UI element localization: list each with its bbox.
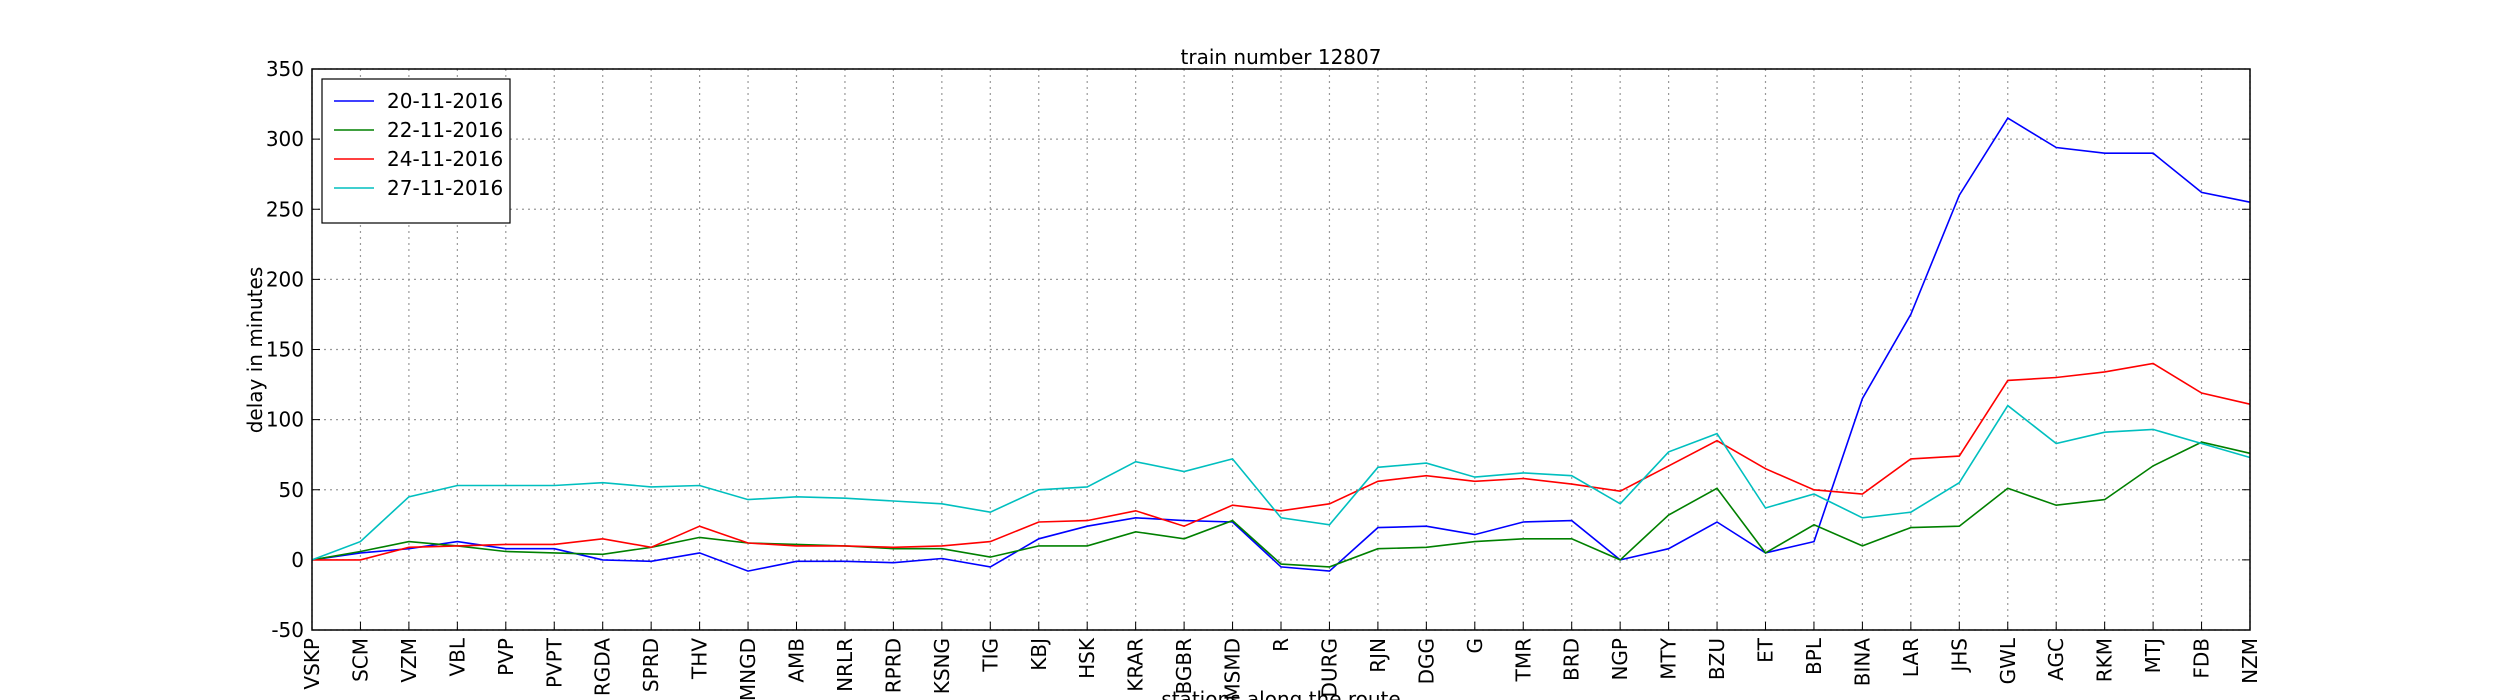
series-line (311, 404, 2251, 561)
x-tick-label: JHS (1947, 638, 1971, 674)
x-tick-label: RKM (2093, 638, 2117, 682)
x-tick-label: G (1463, 638, 1487, 654)
plot-frame (311, 68, 2251, 631)
x-tick-label: MNGD (736, 638, 760, 700)
x-tick-label: FDB (2190, 638, 2214, 679)
x-tick-label: DURG (1317, 638, 1341, 697)
x-tick-label: RGDA (591, 638, 615, 696)
legend-label: 27-11-2016 (387, 176, 503, 200)
x-tick-label: ET (1754, 637, 1778, 663)
x-tick-label: KSNG (930, 638, 954, 694)
x-tick-label: R (1269, 638, 1293, 652)
x-tick-label: SCM (348, 638, 372, 682)
y-axis-label: delay in minutes (243, 267, 267, 434)
legend-box (321, 78, 511, 224)
x-tick-label: PVPT (542, 637, 566, 688)
x-tick-label: VBL (445, 637, 469, 676)
x-tick-label: GWL (1996, 637, 2020, 684)
x-tick-label: DGG (1414, 638, 1438, 684)
x-tick-label: THV (688, 638, 712, 680)
chart-title: train number 12807 (1181, 45, 1382, 69)
x-tick-label: RPRD (881, 638, 905, 693)
x-tick-label: HSK (1075, 637, 1099, 679)
y-tick-label: 250 (266, 197, 304, 221)
x-tick-label: MTJ (2141, 638, 2165, 673)
y-tick-label: 100 (266, 408, 304, 432)
x-tick-label: SPRD (639, 638, 663, 692)
x-tick-label: LAR (1899, 638, 1923, 677)
x-tick-label: AMB (785, 638, 809, 683)
legend-label: 20-11-2016 (387, 89, 503, 113)
legend-label: 22-11-2016 (387, 118, 503, 142)
series-line (311, 117, 2251, 572)
y-tick-label: 350 (266, 57, 304, 81)
x-tick-label: KBJ (1027, 638, 1051, 671)
x-tick-label: RJN (1366, 638, 1390, 673)
y-tick-label: 0 (291, 548, 304, 572)
y-tick-label: 200 (266, 267, 304, 291)
x-tick-label: BZU (1705, 638, 1729, 680)
legend-label: 24-11-2016 (387, 147, 503, 171)
y-tick-label: 300 (266, 127, 304, 151)
x-tick-label: KRAR (1124, 638, 1148, 692)
x-tick-label: TIG (978, 638, 1002, 673)
x-tick-label: MTY (1657, 637, 1681, 679)
series-line (312, 362, 2251, 561)
x-tick-label: NZM (2238, 638, 2262, 684)
x-tick-label: NGP (1608, 638, 1632, 681)
x-tick-label: PVP (494, 638, 518, 676)
x-tick-label: BPL (1802, 637, 1826, 675)
x-tick-label: NRLR (833, 638, 857, 692)
y-tick-label: -50 (271, 618, 304, 642)
x-tick-label: BRD (1560, 638, 1584, 681)
x-tick-label: VZM (397, 638, 421, 683)
x-axis-label: stations along the route (1161, 687, 1400, 700)
x-tick-label: TMR (1511, 638, 1535, 682)
x-tick-label: VSKP (300, 638, 324, 690)
x-tick-label: BINA (1850, 638, 1874, 687)
x-tick-label: MSMD (1221, 638, 1245, 700)
y-tick-label: 150 (266, 338, 304, 362)
y-tick-label: 50 (279, 478, 304, 502)
series-line (311, 441, 2251, 568)
x-tick-label: BGBR (1172, 638, 1196, 695)
x-tick-label: AGC (2044, 638, 2068, 681)
